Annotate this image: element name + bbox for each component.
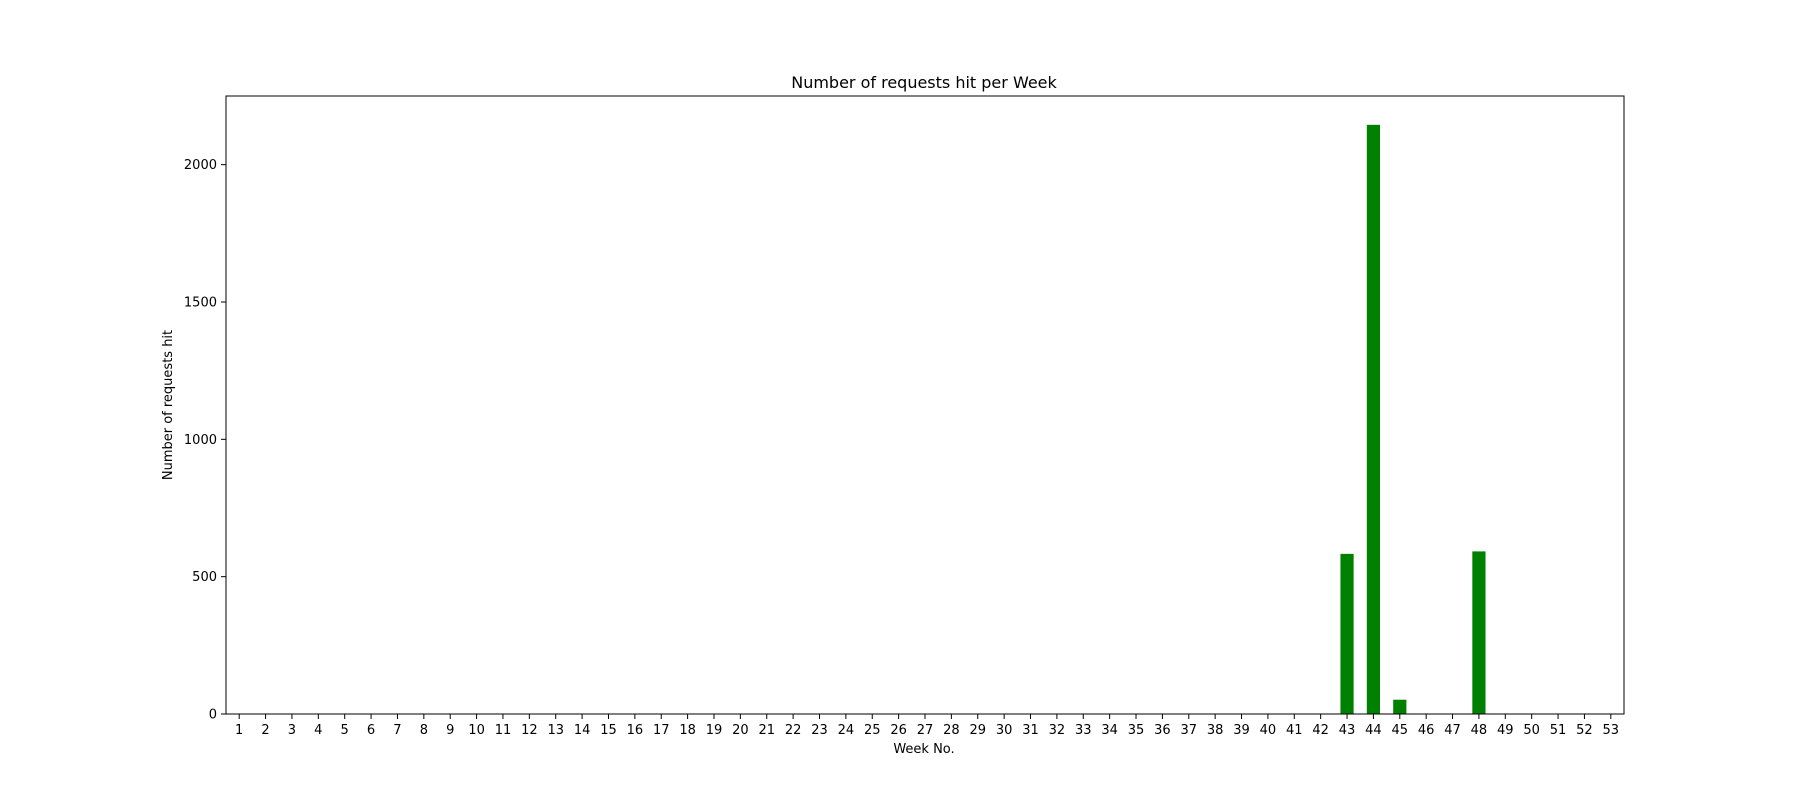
y-tick-label: 2000 <box>184 158 217 173</box>
x-tick-label: 16 <box>627 723 644 738</box>
x-tick-label: 42 <box>1312 723 1329 738</box>
x-tick-label: 3 <box>288 723 296 738</box>
x-tick-label: 15 <box>600 723 617 738</box>
x-tick-label: 45 <box>1392 723 1409 738</box>
x-tick-label: 53 <box>1603 723 1620 738</box>
chart-title: Number of requests hit per Week <box>791 73 1057 92</box>
bars-group <box>1340 124 1486 715</box>
x-tick-label: 30 <box>996 723 1013 738</box>
y-tick-label: 500 <box>192 570 217 585</box>
x-tick-label: 8 <box>420 723 428 738</box>
x-tick-label: 21 <box>758 723 775 738</box>
y-axis-label: Number of requests hit <box>161 330 176 480</box>
x-tick-label: 26 <box>890 723 907 738</box>
x-tick-label: 52 <box>1576 723 1593 738</box>
x-tick-label: 7 <box>393 723 401 738</box>
x-tick-label: 51 <box>1550 723 1567 738</box>
y-tick-label: 1000 <box>184 433 217 448</box>
x-tick-label: 2 <box>261 723 269 738</box>
x-tick-label: 25 <box>864 723 881 738</box>
x-tick-label: 47 <box>1444 723 1461 738</box>
x-tick-label: 27 <box>917 723 934 738</box>
x-tick-label: 22 <box>785 723 802 738</box>
x-tick-label: 23 <box>811 723 828 738</box>
bar-week-48 <box>1472 551 1486 714</box>
x-axis-label: Week No. <box>893 742 954 757</box>
y-tick-label: 1500 <box>184 296 217 311</box>
x-tick-label: 36 <box>1154 723 1171 738</box>
x-tick-label: 20 <box>732 723 749 738</box>
x-tick-label: 31 <box>1022 723 1039 738</box>
bar-week-45 <box>1393 699 1407 714</box>
x-tick-label: 32 <box>1049 723 1066 738</box>
x-tick-label: 29 <box>969 723 986 738</box>
x-tick-label: 28 <box>943 723 960 738</box>
x-tick-label: 4 <box>314 723 322 738</box>
x-tick-label: 13 <box>547 723 564 738</box>
x-tick-label: 24 <box>838 723 855 738</box>
x-tick-label: 19 <box>706 723 723 738</box>
x-tick-label: 5 <box>341 723 349 738</box>
x-tick-label: 39 <box>1233 723 1250 738</box>
y-tick-label: 0 <box>209 708 217 723</box>
bar-week-43 <box>1340 553 1354 714</box>
x-tick-label: 12 <box>521 723 538 738</box>
x-tick-label: 33 <box>1075 723 1092 738</box>
y-ticks-group: 0 500 1000 1500 2000 <box>184 158 226 723</box>
x-tick-label: 1 <box>235 723 243 738</box>
x-tick-label: 49 <box>1497 723 1514 738</box>
x-tick-label: 17 <box>653 723 670 738</box>
bar-week-44 <box>1366 124 1381 715</box>
plot-area-frame <box>225 95 1625 715</box>
x-ticks-group: 1 2 3 4 5 6 7 8 9 10 11 12 13 14 15 16 17 18 19 20 21 22 23 24 2… <box>235 714 1619 738</box>
x-tick-label: 34 <box>1101 723 1118 738</box>
x-tick-label: 37 <box>1181 723 1198 738</box>
x-tick-label: 10 <box>468 723 485 738</box>
x-tick-label: 50 <box>1523 723 1540 738</box>
x-tick-label: 44 <box>1365 723 1382 738</box>
x-tick-label: 14 <box>574 723 591 738</box>
x-tick-label: 46 <box>1418 723 1435 738</box>
x-tick-label: 18 <box>679 723 696 738</box>
x-tick-label: 11 <box>495 723 512 738</box>
x-tick-label: 41 <box>1286 723 1303 738</box>
x-tick-label: 43 <box>1339 723 1356 738</box>
x-tick-label: 38 <box>1207 723 1224 738</box>
x-tick-label: 48 <box>1471 723 1488 738</box>
x-tick-label: 40 <box>1260 723 1277 738</box>
x-tick-label: 9 <box>446 723 454 738</box>
x-tick-label: 35 <box>1128 723 1145 738</box>
x-tick-label: 6 <box>367 723 375 738</box>
